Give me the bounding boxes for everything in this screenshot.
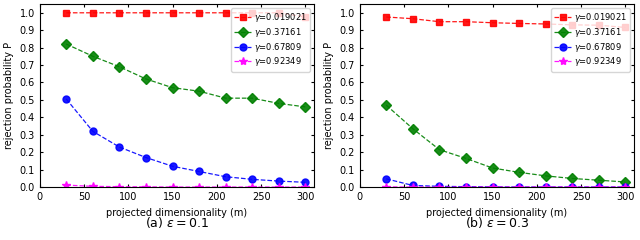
$\gamma$=0.92349 xyxy=(409,186,417,188)
$\gamma$=0.67809 xyxy=(489,186,497,188)
$\gamma$=0.67809 xyxy=(515,186,523,188)
Legend: $\gamma$=0.019021, $\gamma$=0.37161, $\gamma$=0.67809, $\gamma$=0.92349: $\gamma$=0.019021, $\gamma$=0.37161, $\g… xyxy=(551,8,630,72)
$\gamma$=0.019021 xyxy=(116,11,124,14)
$\gamma$=0.37161 xyxy=(595,179,603,182)
$\gamma$=0.92349 xyxy=(462,186,470,188)
X-axis label: projected dimensionality (m): projected dimensionality (m) xyxy=(426,208,568,218)
$\gamma$=0.67809 xyxy=(568,186,576,188)
$\gamma$=0.019021 xyxy=(195,11,203,14)
$\gamma$=0.37161 xyxy=(142,78,150,80)
$\gamma$=0.37161 xyxy=(568,177,576,180)
Text: (a) $\epsilon = 0.1$: (a) $\epsilon = 0.1$ xyxy=(145,216,209,230)
Line: $\gamma$=0.37161: $\gamma$=0.37161 xyxy=(383,102,629,186)
$\gamma$=0.019021 xyxy=(568,23,576,26)
$\gamma$=0.92349 xyxy=(515,186,523,188)
$\gamma$=0.67809 xyxy=(462,185,470,188)
$\gamma$=0.37161 xyxy=(301,105,309,108)
$\gamma$=0.67809 xyxy=(169,165,177,168)
$\gamma$=0.67809 xyxy=(275,180,283,183)
X-axis label: projected dimensionality (m): projected dimensionality (m) xyxy=(106,208,248,218)
$\gamma$=0.019021 xyxy=(63,11,70,14)
$\gamma$=0.37161 xyxy=(169,86,177,89)
$\gamma$=0.92349 xyxy=(142,186,150,188)
$\gamma$=0.019021 xyxy=(621,26,629,29)
$\gamma$=0.92349 xyxy=(89,185,97,188)
Line: $\gamma$=0.67809: $\gamma$=0.67809 xyxy=(63,96,309,186)
$\gamma$=0.37161 xyxy=(621,180,629,183)
$\gamma$=0.92349 xyxy=(595,186,603,188)
$\gamma$=0.019021 xyxy=(275,11,283,14)
$\gamma$=0.67809 xyxy=(89,130,97,133)
$\gamma$=0.92349 xyxy=(383,186,390,188)
$\gamma$=0.92349 xyxy=(436,186,444,188)
$\gamma$=0.019021 xyxy=(89,11,97,14)
Line: $\gamma$=0.67809: $\gamma$=0.67809 xyxy=(383,175,629,191)
$\gamma$=0.92349 xyxy=(275,186,283,188)
$\gamma$=0.92349 xyxy=(621,186,629,188)
$\gamma$=0.67809 xyxy=(248,178,256,181)
$\gamma$=0.67809 xyxy=(621,186,629,188)
$\gamma$=0.67809 xyxy=(409,184,417,187)
$\gamma$=0.37161 xyxy=(248,97,256,100)
Legend: $\gamma$=0.019021, $\gamma$=0.37161, $\gamma$=0.67809, $\gamma$=0.92349: $\gamma$=0.019021, $\gamma$=0.37161, $\g… xyxy=(231,8,310,72)
$\gamma$=0.37161 xyxy=(409,127,417,130)
$\gamma$=0.92349 xyxy=(248,186,256,188)
$\gamma$=0.019021 xyxy=(222,11,230,14)
$\gamma$=0.92349 xyxy=(542,186,550,188)
$\gamma$=0.67809 xyxy=(542,186,550,188)
$\gamma$=0.019021 xyxy=(142,11,150,14)
$\gamma$=0.019021 xyxy=(542,23,550,25)
$\gamma$=0.37161 xyxy=(515,171,523,174)
Line: $\gamma$=0.37161: $\gamma$=0.37161 xyxy=(63,41,309,110)
$\gamma$=0.67809 xyxy=(436,185,444,188)
Line: $\gamma$=0.92349: $\gamma$=0.92349 xyxy=(62,181,310,191)
$\gamma$=0.37161 xyxy=(275,102,283,105)
$\gamma$=0.37161 xyxy=(195,90,203,93)
$\gamma$=0.37161 xyxy=(542,174,550,177)
$\gamma$=0.37161 xyxy=(383,104,390,107)
$\gamma$=0.67809 xyxy=(222,175,230,178)
$\gamma$=0.67809 xyxy=(63,98,70,101)
$\gamma$=0.67809 xyxy=(301,181,309,184)
$\gamma$=0.37161 xyxy=(63,43,70,46)
$\gamma$=0.37161 xyxy=(462,157,470,160)
$\gamma$=0.92349 xyxy=(195,186,203,188)
$\gamma$=0.92349 xyxy=(169,186,177,188)
$\gamma$=0.92349 xyxy=(63,184,70,186)
$\gamma$=0.92349 xyxy=(116,185,124,188)
$\gamma$=0.37161 xyxy=(222,97,230,100)
$\gamma$=0.019021 xyxy=(248,11,256,14)
$\gamma$=0.67809 xyxy=(595,186,603,188)
$\gamma$=0.019021 xyxy=(436,20,444,23)
$\gamma$=0.019021 xyxy=(301,16,309,18)
$\gamma$=0.67809 xyxy=(142,156,150,159)
$\gamma$=0.37161 xyxy=(436,148,444,151)
Y-axis label: rejection probability P: rejection probability P xyxy=(324,42,334,149)
$\gamma$=0.019021 xyxy=(383,16,390,18)
Line: $\gamma$=0.019021: $\gamma$=0.019021 xyxy=(383,14,628,30)
$\gamma$=0.92349 xyxy=(222,186,230,188)
$\gamma$=0.019021 xyxy=(462,20,470,23)
Line: $\gamma$=0.019021: $\gamma$=0.019021 xyxy=(63,10,308,20)
$\gamma$=0.67809 xyxy=(195,170,203,173)
$\gamma$=0.67809 xyxy=(383,177,390,180)
$\gamma$=0.67809 xyxy=(116,146,124,149)
Line: $\gamma$=0.92349: $\gamma$=0.92349 xyxy=(382,183,630,191)
$\gamma$=0.019021 xyxy=(169,11,177,14)
$\gamma$=0.37161 xyxy=(89,55,97,58)
$\gamma$=0.019021 xyxy=(515,22,523,25)
$\gamma$=0.019021 xyxy=(409,17,417,20)
$\gamma$=0.92349 xyxy=(568,186,576,188)
Y-axis label: rejection probability P: rejection probability P xyxy=(4,42,14,149)
$\gamma$=0.92349 xyxy=(489,186,497,188)
Text: (b) $\epsilon = 0.3$: (b) $\epsilon = 0.3$ xyxy=(465,216,529,230)
$\gamma$=0.019021 xyxy=(595,24,603,27)
$\gamma$=0.37161 xyxy=(489,167,497,169)
$\gamma$=0.37161 xyxy=(116,65,124,68)
$\gamma$=0.92349 xyxy=(301,186,309,188)
$\gamma$=0.019021 xyxy=(489,21,497,24)
